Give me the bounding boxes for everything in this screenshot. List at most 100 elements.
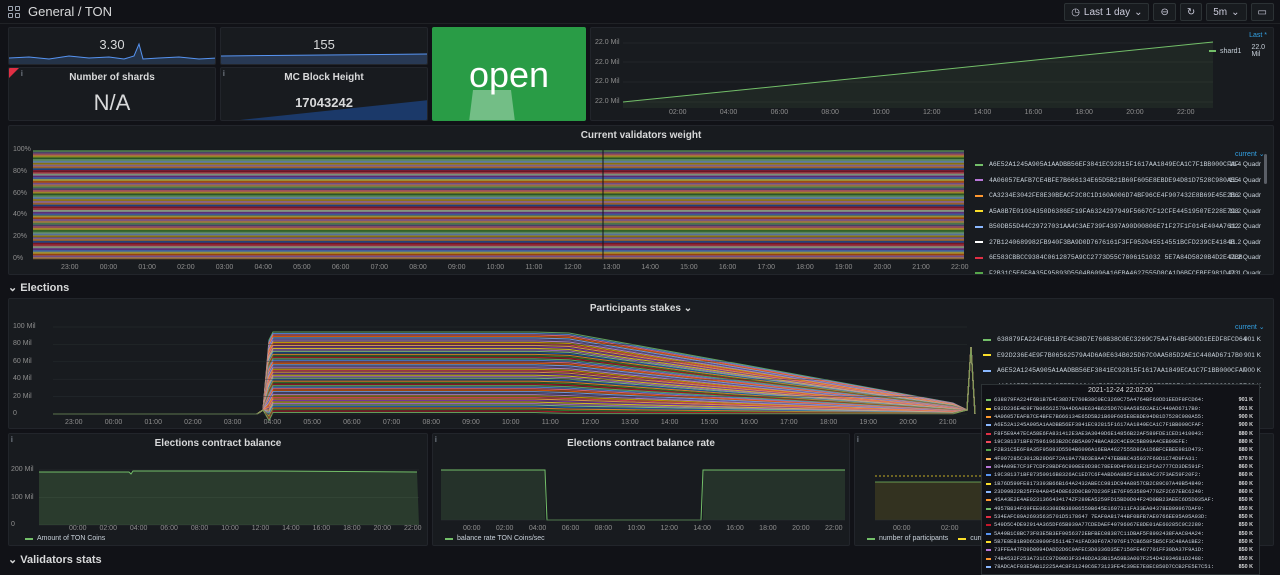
stat-panel-sparkline[interactable]: 3.30 bbox=[8, 27, 216, 65]
legend-item-shard1[interactable]: shard1 22.0 Mil bbox=[1209, 44, 1273, 58]
x-tick-label: 12:00 bbox=[581, 419, 599, 426]
info-icon[interactable]: i bbox=[857, 435, 859, 444]
panel-title[interactable]: Participants stakes ⌄ bbox=[589, 303, 693, 314]
stat-panel-mc-block-height[interactable]: i MC Block Height 17043242 bbox=[220, 67, 428, 121]
x-tick-label: 00:00 bbox=[104, 419, 123, 426]
stat-panel-count[interactable]: 155 bbox=[220, 27, 428, 65]
refresh-button[interactable]: ↻ bbox=[1179, 3, 1203, 21]
legend-item[interactable]: CA3234E3042FE8E30BEACF2C8C1D160A006D74BF… bbox=[975, 188, 1261, 204]
x-tick-label: 04:00 bbox=[528, 525, 547, 532]
legend-item[interactable]: 27B1240689982FB940F3BA9D0D7676161F3FF052… bbox=[975, 235, 1261, 251]
breadcrumb[interactable]: General / TON bbox=[28, 4, 113, 19]
tooltip-row: 4F097285C3012B29D6F72A19A77BD3E8A4747EBB… bbox=[982, 454, 1259, 462]
weight-band bbox=[33, 153, 964, 156]
y-tick-label: 40 Mil bbox=[13, 375, 32, 383]
x-tick-label: 20:00 bbox=[873, 264, 892, 271]
row-header-elections[interactable]: ⌄ Elections bbox=[8, 281, 69, 294]
info-icon[interactable]: i bbox=[435, 435, 437, 444]
info-icon[interactable]: i bbox=[223, 69, 225, 78]
panel-title: Current validators weight bbox=[580, 130, 702, 141]
legend-item[interactable]: number of participants current bbox=[867, 535, 992, 542]
tooltip-swatch bbox=[986, 566, 991, 569]
weight-band bbox=[33, 246, 964, 249]
tooltip-series-name: 4A06057EAFB7CE4BFE7B666134E65D5B21B60F60… bbox=[994, 413, 1205, 420]
legend-sort-header[interactable]: current ⌄ bbox=[1235, 151, 1265, 158]
shard-chart-svg bbox=[622, 41, 1214, 108]
legend-item[interactable]: 4A06057EAFB7CE4BFE7B666134E65D5B21B60F60… bbox=[975, 173, 1261, 189]
row-header-validators-stats[interactable]: ⌄ Validators stats bbox=[8, 553, 102, 566]
tooltip-swatch bbox=[986, 407, 991, 410]
legend-header[interactable]: Last * bbox=[1249, 32, 1267, 39]
sparkline bbox=[239, 100, 427, 120]
tooltip-series-value: 850 K bbox=[1238, 513, 1253, 520]
weight-band bbox=[33, 200, 964, 203]
dashboards-grid-icon[interactable] bbox=[8, 5, 20, 18]
tooltip-series-value: 850 K bbox=[1238, 505, 1253, 512]
tooltip-series-name: 804A09E7CF3F7CDF29BDF6C900EE9D38C78EE9D4… bbox=[994, 463, 1205, 470]
tooltip-swatch bbox=[986, 515, 991, 518]
legend-item[interactable]: 6E583CBBCC9384C0612875A9CC2773D55C780615… bbox=[975, 250, 1261, 266]
weight-band bbox=[33, 237, 964, 240]
tooltip-series-name: 4957B834F69FEE063308DB38086550B645E16073… bbox=[994, 505, 1205, 512]
weight-band bbox=[33, 188, 964, 191]
y-tick-label: 22.0 Mil bbox=[595, 58, 620, 66]
tv-mode-button[interactable]: ▭ bbox=[1250, 3, 1274, 21]
x-tick-label: 22:00 bbox=[1177, 109, 1195, 116]
legend-label: balance rate TON Coins/sec bbox=[457, 535, 545, 542]
legend-item[interactable]: balance rate TON Coins/sec bbox=[445, 535, 545, 542]
x-tick-label: 06:00 bbox=[561, 525, 580, 532]
legend-scrollbar[interactable] bbox=[1264, 154, 1267, 184]
x-tick-label: 20:00 bbox=[1126, 109, 1144, 116]
balance-rate-panel[interactable]: i Elections contract balance rate 00:00 0… bbox=[432, 433, 850, 546]
legend-item[interactable]: 638879FA224F6B1B7E4C38D7E760B38C0EC3269C… bbox=[983, 332, 1261, 348]
x-tick-label: 06:00 bbox=[343, 419, 361, 426]
legend-value: 901 K bbox=[1244, 351, 1261, 359]
legend-value: 901 K bbox=[1244, 336, 1261, 344]
tooltip-swatch bbox=[986, 449, 991, 452]
legend-item[interactable]: E92D236E4E9F7B06562579A4D6A0E634B625D67C… bbox=[983, 348, 1261, 364]
x-tick-label: 05:00 bbox=[293, 264, 311, 271]
info-icon[interactable]: i bbox=[21, 69, 23, 78]
x-tick-label: 07:00 bbox=[370, 264, 389, 271]
zoom-out-button[interactable]: ⊖ bbox=[1153, 3, 1176, 21]
x-tick-label: 00:00 bbox=[69, 525, 87, 532]
legend-item[interactable]: A6E52A1245A905A1AADBB56EF3841EC92815F161… bbox=[975, 157, 1261, 173]
tooltip-swatch bbox=[986, 557, 991, 560]
time-range-picker[interactable]: ◷ Last 1 day ⌄ bbox=[1064, 3, 1150, 21]
legend-value: 11.4 Quadr bbox=[1228, 176, 1261, 184]
x-tick-label: 16:00 bbox=[312, 525, 331, 532]
stat-panel-shards[interactable]: i Number of shards N/A bbox=[8, 67, 216, 121]
x-tick-label: 12:00 bbox=[923, 109, 941, 116]
validators-weight-panel[interactable]: Current validators weight 100% 80% 60% 40% 2… bbox=[8, 125, 1274, 275]
x-tick-label: 02:00 bbox=[669, 109, 687, 116]
x-tick-label: 09:00 bbox=[462, 419, 480, 426]
x-tick-label: 18:00 bbox=[819, 419, 838, 426]
y-tick-label: 60 Mil bbox=[13, 357, 32, 365]
chevron-down-icon: ⌄ bbox=[1134, 6, 1143, 18]
x-tick-label: 08:00 bbox=[422, 419, 441, 426]
x-tick-label: 04:00 bbox=[129, 525, 148, 532]
shard-seqno-panel[interactable]: 22.0 Mil 22.0 Mil 22.0 Mil 22.0 Mil 02:00 04… bbox=[590, 27, 1274, 121]
tooltip-series-value: 880 K bbox=[1238, 430, 1253, 437]
x-tick-label: 18:00 bbox=[796, 264, 814, 271]
tooltip-series-value: 900 K bbox=[1238, 413, 1253, 420]
contract-balance-panel[interactable]: i Elections contract balance 200 Mil 100 … bbox=[8, 433, 428, 546]
legend-item[interactable]: A6E52A1245A905A1AADBB56EF3841EC92815F161… bbox=[983, 363, 1261, 379]
tooltip-series-value: 880 K bbox=[1238, 438, 1253, 445]
legend-item[interactable]: A5A8B7E01034350D6386EF19FA6324297949F566… bbox=[975, 204, 1261, 220]
x-tick-label: 16:00 bbox=[740, 419, 758, 426]
status-panel[interactable]: open bbox=[432, 27, 586, 121]
legend-sort-header[interactable]: current ⌄ bbox=[1235, 324, 1265, 331]
legend-item[interactable]: B50DB55D44C29727031AA4C3AE739F4397A90D00… bbox=[975, 219, 1261, 235]
refresh-interval-picker[interactable]: 5m ⌄ bbox=[1206, 3, 1247, 21]
error-corner-badge[interactable] bbox=[9, 68, 19, 78]
legend-item[interactable]: Amount of TON Coins bbox=[25, 535, 105, 542]
weight-band bbox=[33, 249, 964, 253]
legend-item[interactable]: F2B31C5E6F8A35F95893D5504B6096A16EBA4627… bbox=[975, 266, 1261, 274]
tooltip-swatch bbox=[986, 415, 991, 418]
tooltip-swatch bbox=[986, 532, 991, 535]
info-icon[interactable]: i bbox=[11, 435, 13, 444]
tooltip-series-value: 850 K bbox=[1238, 497, 1253, 504]
weight-band bbox=[33, 173, 964, 176]
tooltip-row: F8F5E9A47ECA58E6FA831412E3AE3A3040D6E148… bbox=[982, 429, 1259, 437]
